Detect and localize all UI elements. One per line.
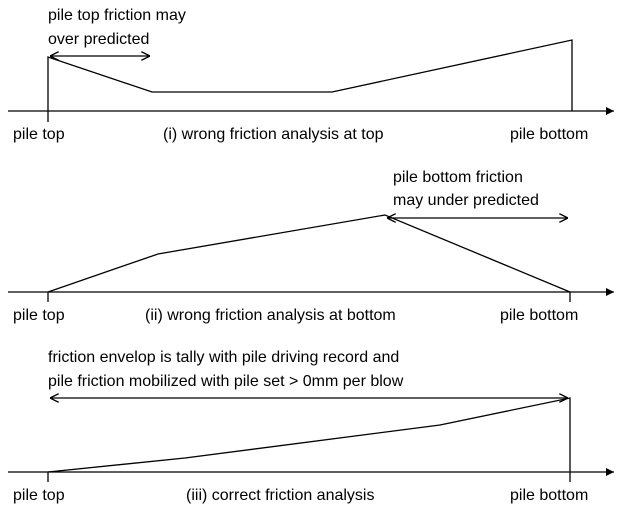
panel-1: pile top friction may over predicted pil… [8, 7, 614, 143]
panel-2: pile bottom friction may under predicted… [8, 169, 614, 324]
annotation: friction envelop is tally with pile driv… [48, 349, 399, 366]
panel-3: friction envelop is tally with pile driv… [8, 349, 614, 504]
friction-profile [47, 39, 573, 111]
annotation: pile top friction may [48, 7, 186, 24]
end-label: pile bottom [500, 307, 578, 324]
annotation: pile friction mobilized with pile set > … [48, 373, 404, 390]
annotation: over predicted [48, 31, 149, 48]
annotation: pile bottom friction [393, 169, 523, 186]
annotation: may under predicted [393, 192, 539, 209]
friction-profile [47, 214, 571, 293]
caption: (i) wrong friction analysis at top [163, 126, 384, 143]
start-label: pile top [13, 487, 65, 504]
caption: (ii) wrong friction analysis at bottom [145, 307, 396, 324]
start-label: pile top [13, 126, 65, 143]
end-label: pile bottom [510, 487, 588, 504]
end-label: pile bottom [510, 126, 588, 143]
caption: (iii) correct friction analysis [186, 487, 374, 504]
start-label: pile top [13, 307, 65, 324]
friction-profile [47, 397, 571, 473]
